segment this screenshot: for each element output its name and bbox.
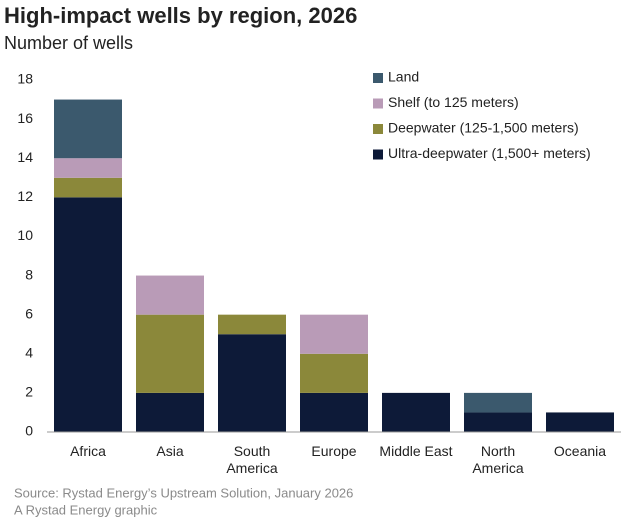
chart-title: High-impact wells by region, 2026 bbox=[4, 3, 357, 28]
bar-segment bbox=[54, 177, 122, 198]
bar-segment bbox=[218, 334, 286, 432]
legend-label: Shelf (to 125 meters) bbox=[388, 94, 519, 110]
y-tick-label: 10 bbox=[17, 227, 33, 243]
bar-segment bbox=[218, 314, 286, 335]
bar-segment bbox=[136, 275, 204, 315]
y-tick-label: 0 bbox=[25, 423, 33, 439]
y-tick-label: 8 bbox=[25, 266, 33, 282]
y-tick-label: 18 bbox=[17, 71, 33, 87]
bar-segment bbox=[546, 412, 614, 432]
bar-segment bbox=[300, 353, 368, 393]
bar-segment bbox=[464, 392, 532, 413]
bar-segment bbox=[136, 314, 204, 393]
y-tick-label: 2 bbox=[25, 384, 33, 400]
x-tick-label: North America bbox=[472, 443, 524, 476]
bar-segment bbox=[54, 99, 122, 159]
source: Source: Rystad Energy’s Upstream Solutio… bbox=[14, 485, 353, 500]
legend-swatch bbox=[373, 149, 383, 160]
y-tick-label: 12 bbox=[17, 188, 33, 204]
legend-swatch bbox=[373, 98, 383, 109]
x-tick-label: Africa bbox=[70, 443, 106, 459]
x-tick-label: Europe bbox=[311, 443, 357, 459]
x-tick-label: Middle East bbox=[379, 443, 453, 459]
y-tick-label: 6 bbox=[25, 305, 33, 321]
bar-segment bbox=[382, 392, 450, 432]
chart-subtitle: Number of wells bbox=[4, 33, 133, 53]
y-tick-label: 16 bbox=[17, 110, 33, 126]
legend-label: Land bbox=[388, 69, 419, 85]
x-tick-label: Asia bbox=[156, 443, 184, 459]
x-tick-label: Oceania bbox=[553, 443, 607, 459]
y-tick-label: 4 bbox=[25, 344, 33, 360]
bar-segment bbox=[464, 412, 532, 432]
bar-segment bbox=[54, 197, 122, 432]
bar-segment bbox=[136, 392, 204, 432]
x-tick-label: South America bbox=[226, 443, 278, 476]
legend-swatch bbox=[373, 73, 383, 83]
bar-segment bbox=[300, 314, 368, 354]
legend-swatch bbox=[373, 124, 383, 134]
legend-label: Ultra-deepwater (1,500+ meters) bbox=[388, 145, 591, 161]
bar-segment bbox=[54, 158, 122, 178]
y-tick-label: 14 bbox=[17, 149, 33, 165]
bar-segment bbox=[300, 392, 368, 432]
legend-label: Deepwater (125-1,500 meters) bbox=[388, 120, 579, 136]
credit: A Rystad Energy graphic bbox=[14, 502, 158, 517]
